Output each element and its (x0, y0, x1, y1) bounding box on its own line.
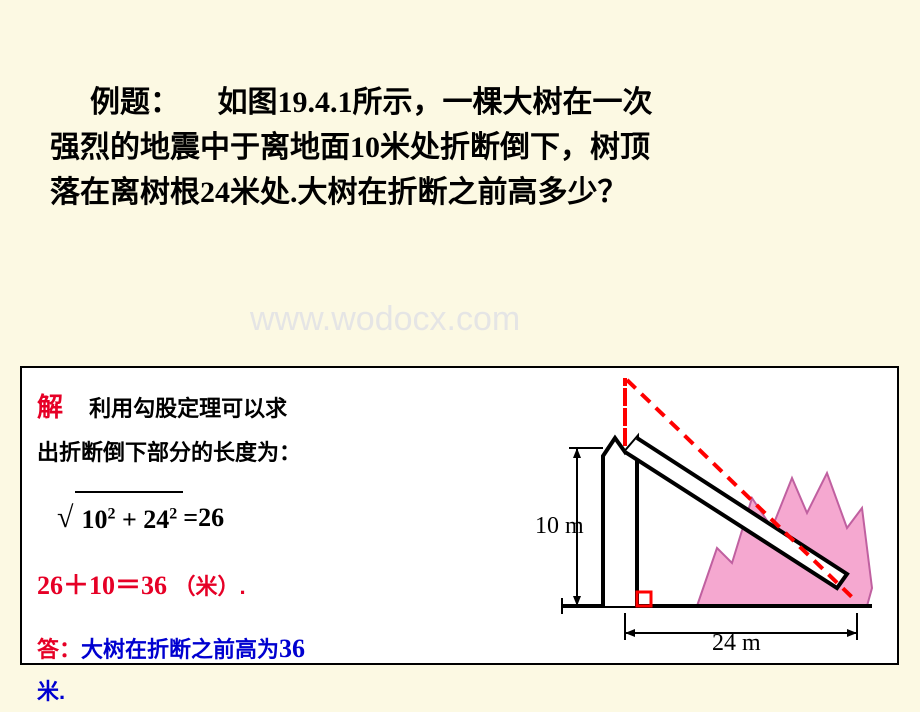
formula-a-exp: 2 (107, 505, 115, 522)
sqrt-body: 102 + 242 (75, 491, 183, 544)
problem-line3: 落在离树根24米处.大树在折断之前高多少？ (50, 176, 628, 209)
answer-text1: 大树在折断之前高为 (81, 637, 279, 662)
solution-text: 解 利用勾股定理可以求 出折断倒下部分的长度为： √ 102 + 242 = 2… (37, 383, 497, 712)
answer-num: 36 (279, 634, 305, 663)
calc-unit: （米）. (174, 574, 246, 599)
answer-line: 答：大树在折断之前高为36 米. (37, 626, 497, 712)
problem-line1: 如图19.4.1所示，一棵大树在一次 (218, 86, 653, 119)
right-angle-icon (637, 592, 651, 606)
diagram: 10 m 24 m (507, 378, 887, 653)
formula: √ 102 + 242 = 26 (57, 489, 497, 546)
problem-label: 例题： (90, 86, 180, 119)
base-label: 24 m (712, 630, 761, 653)
formula-b-exp: 2 (169, 505, 177, 522)
formula-plus: + (122, 505, 143, 534)
problem-line2: 强烈的地震中于离地面10米处折断倒下，树顶 (50, 131, 650, 164)
solve-label: 解 (37, 392, 63, 422)
problem-text: 例题： 如图19.4.1所示，一棵大树在一次 强烈的地震中于离地面10米处折断倒… (0, 0, 920, 235)
answer-text2: 米. (37, 679, 65, 704)
height-label: 10 m (535, 513, 584, 539)
solution-box: 解 利用勾股定理可以求 出折断倒下部分的长度为： √ 102 + 242 = 2… (20, 366, 899, 665)
formula-b: 24 (143, 505, 169, 534)
calc-line: 26＋10＝36 （米）. (37, 561, 497, 610)
answer-label: 答： (37, 637, 81, 662)
formula-eq: = (183, 493, 198, 542)
arrow-right-icon (847, 629, 857, 637)
formula-result: 26 (198, 493, 224, 542)
calc-expr: 26＋10＝36 (37, 571, 167, 600)
sqrt-icon: √ (57, 489, 73, 546)
intro2: 出折断倒下部分的长度为： (37, 440, 301, 465)
arrow-left-icon (625, 629, 635, 637)
tree-trunk (603, 438, 637, 606)
arrow-up-icon (573, 448, 581, 458)
watermark: www.wodocx.com (250, 300, 520, 339)
intro1: 利用勾股定理可以求 (89, 396, 287, 421)
formula-a: 10 (81, 505, 107, 534)
